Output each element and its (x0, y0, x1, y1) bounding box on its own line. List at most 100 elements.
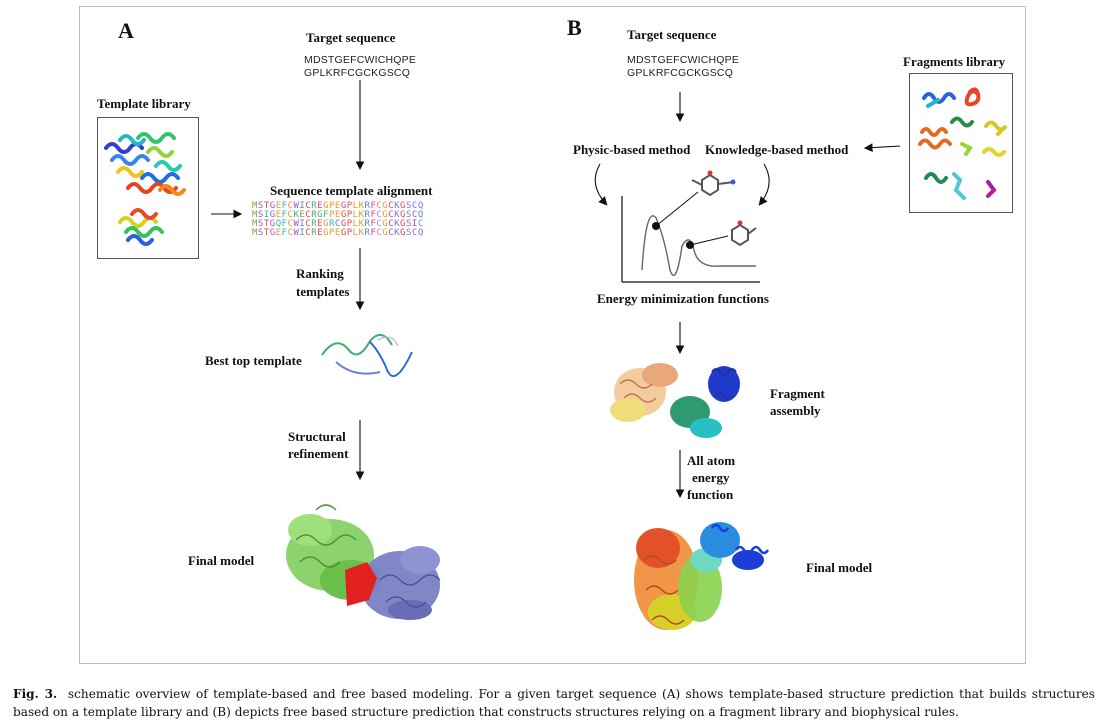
alignment-residue: C (305, 228, 312, 238)
fragment-assembly-structure (610, 363, 740, 438)
alignment-residue: C (376, 219, 383, 229)
alignment-residue: C (388, 228, 395, 238)
arrow-knowledge-to-energy (758, 163, 770, 206)
caption-text: schematic overview of template-based and… (13, 687, 1095, 719)
panel-a-letter: A (118, 18, 134, 43)
alignment-residue: C (376, 201, 383, 211)
alignment-residue: G (400, 228, 406, 238)
alignment-residue: C (411, 228, 418, 238)
alignment-residue: C (388, 210, 395, 220)
alignment-residue: G (323, 228, 329, 238)
alignment-residue: C (287, 210, 294, 220)
alignment-residue: G (340, 201, 347, 211)
alignment-residue: G (400, 210, 406, 220)
alignment-residue: L (352, 228, 359, 238)
alignment-residue: L (352, 219, 359, 229)
alignment-residue: M (252, 228, 258, 238)
fragments-library-label: Fragments library (903, 54, 1006, 69)
alignment-residue: C (417, 219, 424, 229)
alignment-residue: E (334, 201, 341, 211)
figure-frame (79, 6, 1026, 664)
alignment-residue: F (281, 210, 288, 220)
energy-functions-label: Energy minimization functions (597, 291, 769, 306)
alignment-residue: R (364, 228, 371, 238)
alignment-residue: I (411, 219, 418, 229)
arrow-physic-to-energy (594, 163, 608, 206)
alignment-residue: I (299, 219, 306, 229)
alignment-residue: K (394, 201, 401, 211)
panel-a-final-model-structure (286, 504, 441, 620)
alignment-residue: C (376, 210, 383, 220)
alignment-residue: C (411, 201, 418, 211)
fragments-library-box (909, 73, 1013, 213)
alignment-residue: E (317, 228, 324, 238)
alignment-residue: I (299, 201, 306, 211)
alignment-residue: Q (417, 228, 424, 238)
alignment-residue: R (311, 228, 318, 238)
physic-method-label: Physic-based method (573, 142, 691, 157)
alignment-residue: K (358, 210, 365, 220)
alignment-residue: E (275, 210, 282, 220)
alignment-row: MSTGEFCWICREGPEGPLKRFCGCKGSCQ (252, 202, 424, 211)
alignment-residue: G (382, 210, 389, 220)
alignment-row: MSIGEFCKECRGFPEGPLKRFCGCKGSCQ (252, 211, 424, 220)
alignment-residue: G (400, 201, 406, 211)
panel-a-target-title: Target sequence (306, 30, 396, 45)
alignment-residue: E (275, 228, 282, 238)
alignment-residue: C (388, 201, 395, 211)
alignment-residue: C (305, 210, 312, 220)
alignment-residue: P (346, 219, 353, 229)
alignment-residue: K (394, 228, 401, 238)
alignment-residue: K (358, 201, 365, 211)
alignment-residue: Q (417, 210, 424, 220)
alignment-residue: P (328, 201, 335, 211)
alignment-residue: I (299, 228, 306, 238)
fragments-library-helices (918, 87, 1008, 200)
alignment-residue: P (346, 201, 353, 211)
alignment-residue: T (263, 201, 270, 211)
alignment-residue: C (376, 228, 383, 238)
template-library-label: Template library (97, 96, 191, 111)
alignment-residue: F (281, 219, 288, 229)
alignment-residue: G (317, 210, 324, 220)
best-top-template-ribbon (321, 334, 413, 377)
alignment-residue: R (328, 219, 335, 229)
alignment-residue: E (317, 219, 324, 229)
panel-b-target-line1: MDSTGEFCWICHQPE (627, 54, 740, 66)
panel-a-target-line2: GPLKRFCGCKGSCQ (304, 67, 411, 79)
alignment-residue: W (293, 201, 300, 211)
alignment-residue: G (269, 210, 276, 220)
panel-b-final-model-label: Final model (806, 560, 873, 575)
alignment-residue: F (281, 228, 288, 238)
alignment-residue: F (281, 201, 288, 211)
alignment-residue: G (269, 219, 276, 229)
alignment-residue: S (257, 228, 264, 238)
panel-b-letter: B (567, 15, 582, 40)
fragment-assembly-line1: Fragment (770, 386, 825, 401)
alignment-residue: G (382, 219, 389, 229)
alignment-residue: R (364, 210, 371, 220)
alignment-residue: G (340, 228, 347, 238)
alignment-residue: G (382, 201, 389, 211)
alignment-residue: F (370, 219, 377, 229)
alignment-residue: F (370, 228, 377, 238)
alignment-residue: G (323, 219, 329, 229)
alignment-residue: G (269, 228, 276, 238)
energy-minimization-plot (621, 170, 760, 283)
alignment-residue: S (405, 219, 412, 229)
alignment-residue: L (352, 210, 359, 220)
figure-caption: Fig. 3. schematic overview of template-b… (13, 685, 1095, 721)
alignment-residue: K (394, 210, 401, 220)
alignment-residue: T (263, 219, 270, 229)
alignment-residue: E (317, 201, 324, 211)
alignment-residue: W (293, 228, 300, 238)
alignment-row: MSTGEFCWICREGPEGPLKRFCGCKGSCQ (252, 229, 424, 238)
alignment-residue: G (400, 219, 406, 229)
ranking-label-line1: Ranking (296, 266, 344, 281)
alignment-residue: E (275, 201, 282, 211)
panel-b-target-line2: GPLKRFCGCKGSCQ (627, 67, 734, 79)
alignment-residue: G (269, 201, 276, 211)
alignment-residue: C (305, 201, 312, 211)
arrow-fragments-to-methods (863, 143, 901, 153)
